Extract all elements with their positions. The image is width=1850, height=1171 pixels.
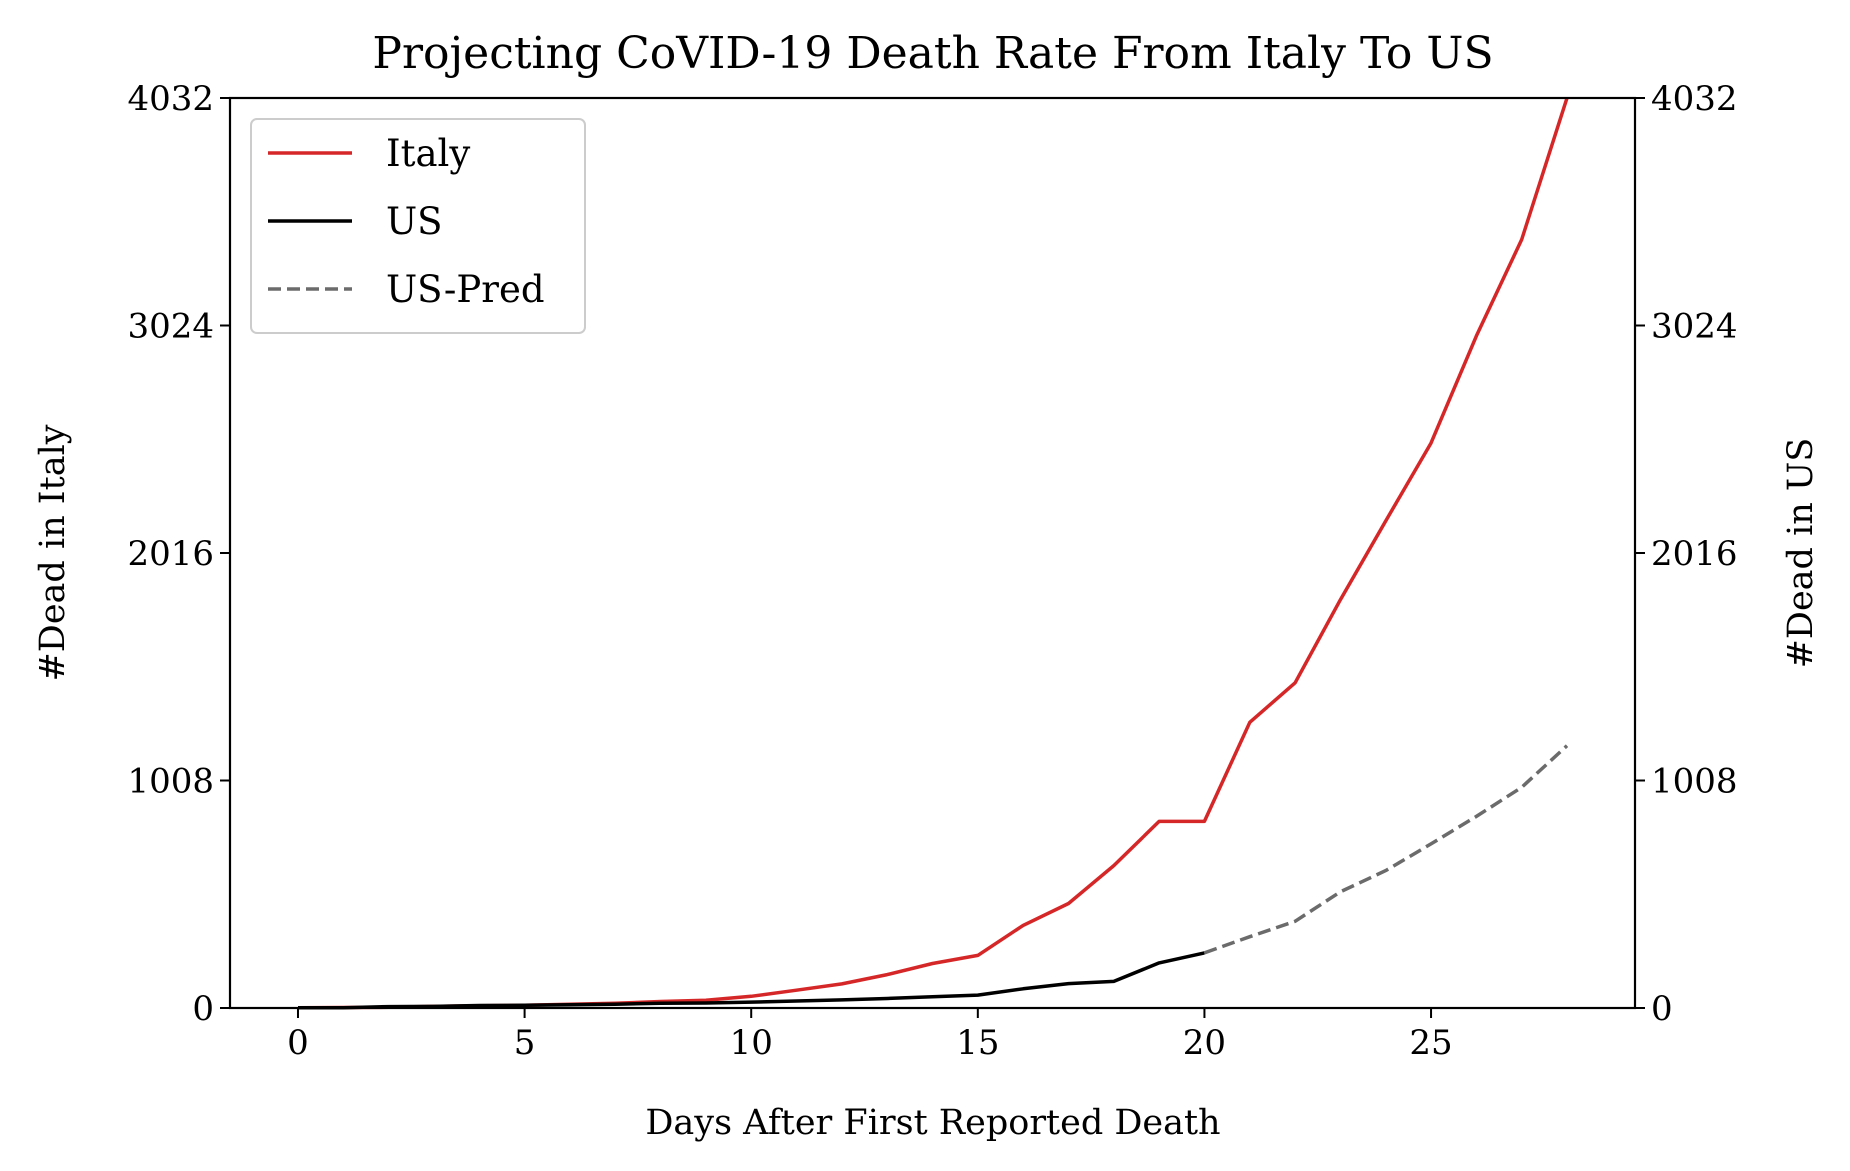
series-line-us-pred	[1203, 744, 1569, 955]
y-tick-label-right: 0	[1651, 989, 1673, 1029]
y-tick-label-left: 0	[192, 989, 214, 1029]
y-tick-label-right: 2016	[1651, 534, 1738, 574]
series-line-us	[298, 951, 1205, 1010]
y-axis-label-left: #Dead in Italy	[33, 424, 73, 681]
x-tick-label: 5	[514, 1023, 536, 1063]
x-tick-label: 20	[1183, 1023, 1226, 1063]
x-axis: 0 5 10 15 20 25	[287, 1008, 1453, 1063]
x-tick-label: 10	[730, 1023, 773, 1063]
legend-label-us-pred: US-Pred	[386, 268, 545, 311]
y-axes: 0 0 1008 1008 2016 2016 3024 3024 4032 4032	[127, 79, 1737, 1029]
y-tick-label-right: 3024	[1651, 307, 1738, 347]
y-tick-label-left: 1008	[127, 762, 214, 802]
x-tick-label: 15	[956, 1023, 999, 1063]
y-tick-label-right: 4032	[1651, 79, 1738, 119]
y-tick-label-left: 2016	[127, 534, 214, 574]
y-tick-label-left: 4032	[127, 79, 214, 119]
x-tick-label: 25	[1409, 1023, 1452, 1063]
series-lines	[297, 97, 1569, 1010]
x-axis-label: Days After First Reported Death	[645, 1103, 1220, 1143]
x-tick-label: 0	[287, 1023, 309, 1063]
legend-label-italy: Italy	[386, 132, 470, 175]
y-tick-label-right: 1008	[1651, 762, 1738, 802]
legend-label-us: US	[386, 200, 443, 243]
chart-title: Projecting CoVID-19 Death Rate From Ital…	[372, 28, 1493, 79]
y-axis-label-right: #Dead in US	[1781, 438, 1821, 669]
y-tick-label-left: 3024	[127, 307, 214, 347]
legend: Italy US US-Pred	[250, 118, 586, 334]
legend-box	[250, 118, 586, 334]
